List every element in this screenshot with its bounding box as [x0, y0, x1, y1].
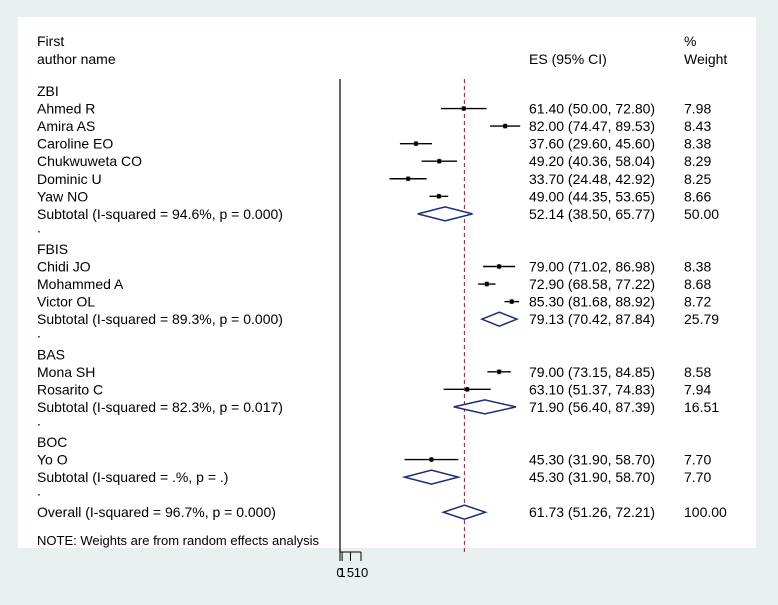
spacer-dot: . [37, 325, 41, 341]
weight-value: 7.70 [684, 452, 711, 468]
study-label: Mohammed A [37, 276, 124, 292]
study-label: Caroline EO [37, 136, 113, 152]
spacer-dot: . [37, 483, 41, 499]
es-ci-value: 33.70 (24.48, 42.92) [529, 171, 655, 187]
es-ci-value: 63.10 (51.37, 74.83) [529, 381, 655, 397]
study-label: Victor OL [37, 294, 95, 310]
point-estimate [496, 264, 502, 269]
weight-value: 8.58 [684, 364, 711, 380]
weight-value: 25.79 [684, 311, 719, 327]
weight-value: 8.38 [684, 259, 711, 275]
spacer-dot: . [37, 412, 41, 428]
weights-note: NOTE: Weights are from random effects an… [37, 533, 320, 548]
x-tick-label: 1 [338, 565, 345, 580]
point-estimate [509, 299, 515, 304]
weight-value: 7.70 [684, 469, 711, 485]
weight-value: 8.25 [684, 171, 711, 187]
es-ci-value: 49.20 (40.36, 58.04) [529, 153, 655, 169]
point-estimate [502, 123, 508, 129]
es-ci-value: 79.00 (71.02, 86.98) [529, 259, 655, 275]
header-percent: % [684, 33, 696, 49]
es-ci-value: 45.30 (31.90, 58.70) [529, 469, 655, 485]
subtotal-label: Subtotal (I-squared = .%, p = .) [37, 469, 228, 485]
spacer-dot: . [37, 219, 41, 235]
x-tick-label: 5 [347, 565, 354, 580]
point-estimate [461, 106, 467, 111]
plot-panel [18, 17, 756, 548]
study-label: Yaw NO [37, 188, 88, 204]
study-label: Dominic U [37, 171, 102, 187]
es-ci-value: 52.14 (38.50, 65.77) [529, 206, 655, 222]
weight-value: 50.00 [684, 206, 719, 222]
es-ci-value: 79.13 (70.42, 87.84) [529, 311, 655, 327]
point-estimate [436, 158, 442, 164]
x-tick-label: 10 [354, 565, 368, 580]
group-label-bas: BAS [37, 346, 65, 362]
es-ci-value: 45.30 (31.90, 58.70) [529, 452, 655, 468]
es-ci-value: 61.73 (51.26, 72.21) [529, 504, 655, 520]
es-ci-value: 71.90 (56.40, 87.39) [529, 399, 655, 415]
point-estimate [413, 141, 419, 146]
weight-value: 8.29 [684, 153, 711, 169]
es-ci-value: 49.00 (44.35, 53.65) [529, 188, 655, 204]
es-ci-value: 61.40 (50.00, 72.80) [529, 101, 655, 117]
point-estimate [429, 457, 434, 462]
weight-value: 7.94 [684, 381, 711, 397]
group-label-zbi: ZBI [37, 83, 59, 99]
study-label: Ahmed R [37, 101, 95, 117]
header-author-name: author name [37, 51, 116, 67]
study-label: Yo O [37, 452, 68, 468]
es-ci-value: 82.00 (74.47, 89.53) [529, 118, 655, 134]
x-tick-label: 0 [336, 565, 343, 580]
study-label: Rosarito C [37, 381, 103, 397]
weight-value: 8.43 [684, 118, 711, 134]
group-label-fbis: FBIS [37, 241, 68, 257]
point-estimate [496, 369, 502, 375]
subtotal-diamond [417, 206, 473, 222]
es-ci-value: 79.00 (73.15, 84.85) [529, 364, 655, 380]
group-label-boc: BOC [37, 434, 67, 450]
overall-label: Overall (I-squared = 96.7%, p = 0.000) [37, 504, 276, 520]
study-label: Chidi JO [37, 259, 91, 275]
weight-value: 100.00 [684, 504, 727, 520]
weight-value: 8.72 [684, 294, 711, 310]
header-weight: Weight [684, 51, 727, 67]
study-label: Chukwuweta CO [37, 153, 142, 169]
subtotal-diamond [401, 469, 462, 485]
es-ci-value: 85.30 (81.68, 88.92) [529, 294, 655, 310]
point-estimate [405, 176, 411, 182]
es-ci-value: 72.90 (68.58, 77.22) [529, 276, 655, 292]
study-label: Mona SH [37, 364, 95, 380]
weight-value: 8.66 [684, 188, 711, 204]
header-first: First [37, 33, 64, 49]
point-estimate [484, 281, 490, 287]
overall-diamond [441, 504, 488, 520]
es-ci-value: 37.60 (29.60, 45.60) [529, 136, 655, 152]
weight-value: 8.68 [684, 276, 711, 292]
weight-value: 7.98 [684, 101, 711, 117]
subtotal-diamond [479, 311, 519, 327]
weight-value: 16.51 [684, 399, 719, 415]
subtotal-label: Subtotal (I-squared = 82.3%, p = 0.017) [37, 399, 283, 415]
study-label: Amira AS [37, 118, 95, 134]
header-es-ci: ES (95% CI) [529, 51, 607, 67]
subtotal-label: Subtotal (I-squared = 89.3%, p = 0.000) [37, 311, 283, 327]
subtotal-diamond [453, 399, 517, 415]
point-estimate [436, 194, 442, 199]
subtotal-label: Subtotal (I-squared = 94.6%, p = 0.000) [37, 206, 283, 222]
weight-value: 8.38 [684, 136, 711, 152]
point-estimate [464, 387, 470, 392]
